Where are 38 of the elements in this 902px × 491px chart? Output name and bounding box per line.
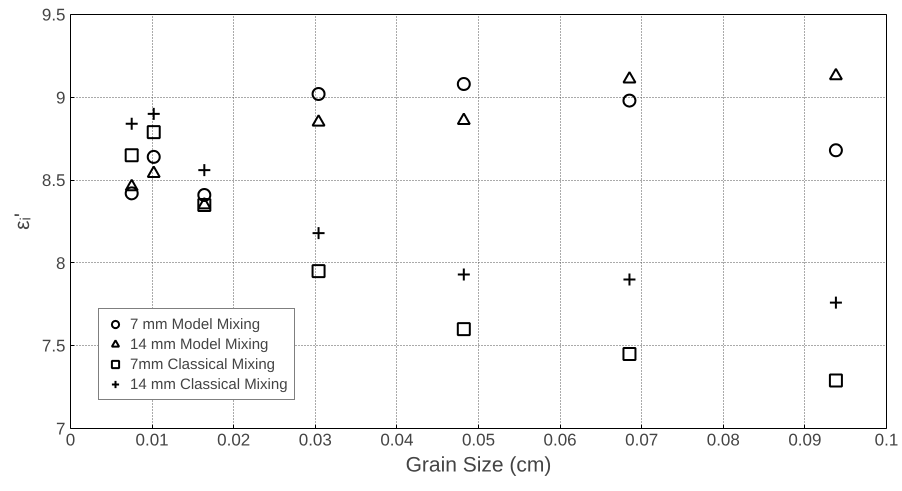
x-tick-label: 0.08: [706, 430, 740, 450]
y-axis-title: εᵢ': [10, 213, 34, 230]
x-axis-title: Grain Size (cm): [406, 454, 552, 476]
point: [456, 77, 471, 92]
x-tick-label: 0: [66, 430, 76, 450]
point: [622, 71, 636, 84]
x-tick-label: 0.06: [544, 430, 577, 450]
legend-label: 14 mm Model Mixing: [130, 335, 268, 353]
point: [146, 125, 161, 140]
point: [312, 87, 326, 101]
point: [456, 322, 471, 336]
point: [197, 198, 212, 212]
legend-label: 7 mm Model Mixing: [130, 315, 260, 333]
point: [312, 264, 326, 278]
point: [146, 150, 161, 164]
y-tick-label: 8: [56, 254, 66, 273]
point: [622, 94, 636, 108]
y-tick-label: 8.5: [42, 171, 66, 190]
point: [828, 373, 843, 388]
point: [622, 346, 636, 361]
y-tick-label: 9: [56, 88, 66, 108]
y-tick-label: 9.5: [42, 6, 66, 24]
x-tick-label: 0.01: [136, 430, 169, 450]
point: [124, 148, 139, 162]
x-tick-label: 0.03: [298, 430, 332, 450]
point: [197, 188, 212, 202]
x-tick-label: 0.07: [625, 430, 658, 450]
y-tick-label: 7: [56, 420, 66, 438]
x-tick-label: 0.09: [788, 430, 822, 450]
legend-label: 14 mm Classical Mixing: [130, 375, 288, 393]
x-tick-label: 0.1: [874, 430, 898, 450]
y-tick-label: 7.5: [42, 336, 66, 356]
legend-label: 7mm Classical Mixing: [130, 355, 276, 373]
x-tick-label: 0.02: [217, 430, 250, 450]
point: [828, 143, 843, 158]
x-tick-label: 0.04: [380, 430, 414, 450]
x-tick-label: 0.05: [462, 430, 496, 450]
point: [124, 186, 139, 200]
